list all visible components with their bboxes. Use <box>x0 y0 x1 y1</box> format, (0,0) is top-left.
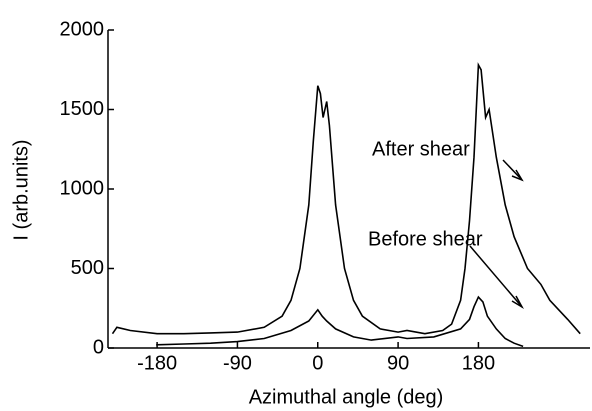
arrow-head <box>511 169 524 182</box>
x-tick-label: 0 <box>312 352 323 374</box>
data-line <box>111 62 581 335</box>
arrow-head <box>511 295 524 310</box>
y-tick-label: 500 <box>71 257 104 279</box>
y-tick-label: 0 <box>93 336 104 358</box>
y-tick-label: 2000 <box>60 18 105 40</box>
annotation: Before shear <box>368 228 483 250</box>
arrow <box>502 159 523 181</box>
x-tick-label: 180 <box>462 352 495 374</box>
x-tick-label: -180 <box>137 352 177 374</box>
y-tick-label: 1500 <box>60 98 105 120</box>
annotation: After shear <box>372 138 470 160</box>
y-tick-label: 1000 <box>60 177 105 199</box>
arrow <box>469 245 523 308</box>
x-tick-label: -90 <box>223 352 252 374</box>
x-axis-label: Azimuthal angle (deg) <box>249 386 444 408</box>
data-line <box>156 295 524 348</box>
x-tick-label: 90 <box>387 352 409 374</box>
y-axis-label: I (arb.units) <box>10 139 32 240</box>
